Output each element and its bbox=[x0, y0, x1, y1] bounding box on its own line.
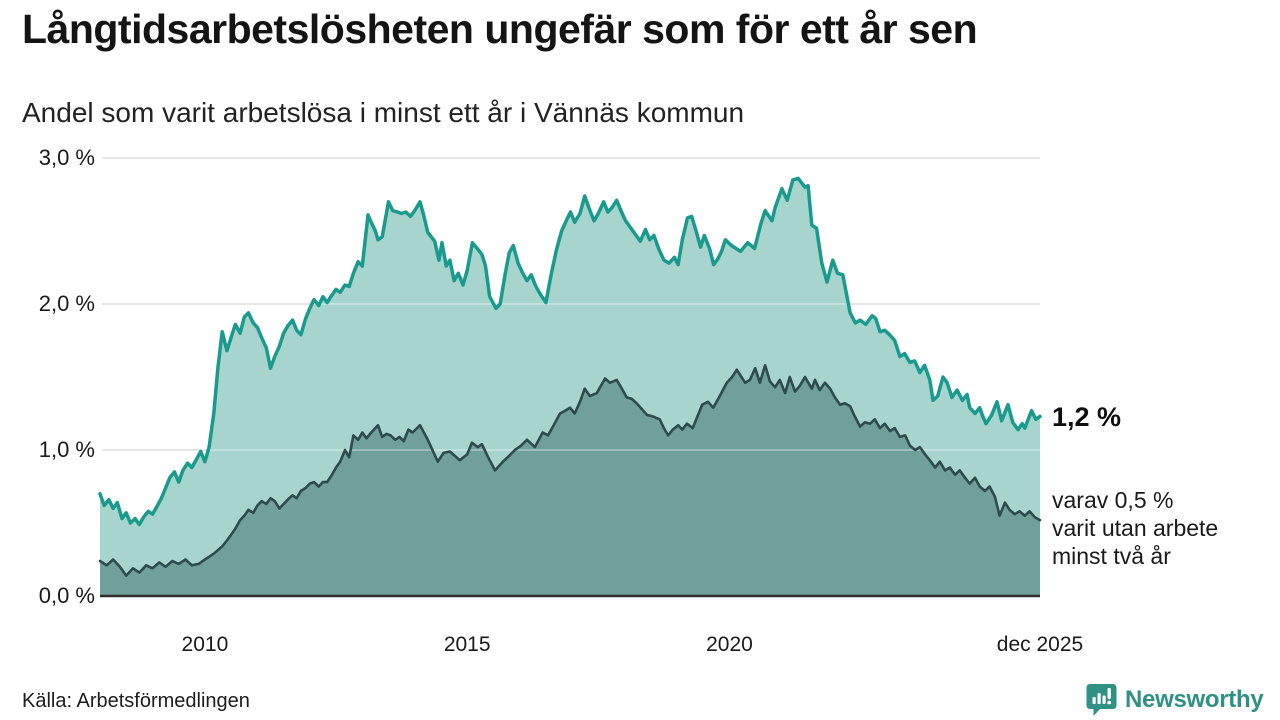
x-tick-label: dec 2025 bbox=[996, 633, 1084, 656]
chart-subtitle: Andel som varit arbetslösa i minst ett å… bbox=[22, 97, 745, 128]
y-tick-label: 0,0 % bbox=[38, 583, 95, 608]
newsworthy-bubble-chart-icon bbox=[1086, 683, 1117, 717]
source-label: Källa: Arbetsförmedlingen bbox=[22, 690, 250, 712]
y-tick-label: 2,0 % bbox=[38, 291, 95, 316]
x-tick-label: 2015 bbox=[443, 633, 491, 656]
page-title: Långtidsarbetslösheten ungefär som för e… bbox=[22, 6, 978, 52]
newsworthy-logo[interactable]: Newsworthy bbox=[1086, 683, 1264, 717]
newsworthy-wordmark: Newsworthy bbox=[1125, 686, 1264, 713]
secondary-annotation-line: varit utan arbete bbox=[1052, 515, 1219, 541]
secondary-annotation-line: varav 0,5 % bbox=[1052, 487, 1174, 513]
x-tick-label: 2020 bbox=[706, 633, 753, 656]
x-tick-label: 2010 bbox=[181, 633, 229, 656]
latest-value-annotation: 1,2 % bbox=[1052, 402, 1122, 432]
secondary-annotation: varav 0,5 % varit utan arbete minst två … bbox=[1052, 486, 1218, 570]
secondary-annotation-line: minst två år bbox=[1052, 543, 1171, 569]
y-tick-label: 1,0 % bbox=[38, 437, 95, 462]
y-tick-label: 3,0 % bbox=[38, 145, 95, 170]
